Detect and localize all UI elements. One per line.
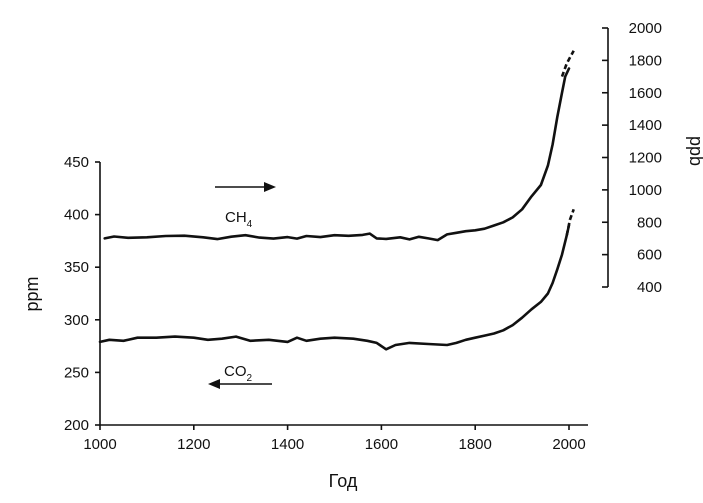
right-y-tick-label: 1000: [629, 182, 662, 199]
ch4-label-subscript: 4: [247, 219, 253, 230]
ch4-series-dashed-extension: [560, 50, 575, 78]
right-y-tick-label: 2000: [629, 20, 662, 37]
co2-label-main: CO: [224, 363, 247, 380]
x-tick-label: 1800: [459, 436, 492, 453]
x-tick-label: 2000: [552, 436, 585, 453]
series-group: [98, 50, 575, 351]
left-y-tick-label: 300: [64, 312, 89, 329]
ch4-label: CH4: [225, 209, 253, 230]
right-y-tick-label: 400: [637, 279, 662, 296]
co2-arrowhead-icon: [208, 379, 220, 389]
left-y-tick-label: 450: [64, 154, 89, 171]
x-tick-label: 1000: [83, 436, 116, 453]
co2-label: CO2: [224, 363, 253, 384]
left-y-tick-label: 200: [64, 417, 89, 434]
right-y-ticks: 400 600 800 1000 1200 1400 1600 1800 2000: [602, 20, 662, 296]
co2-series-line: [98, 223, 571, 351]
ch4-label-main: CH: [225, 209, 247, 226]
x-ticks: 1000 1200 1400 1600 1800 2000: [83, 425, 586, 453]
right-y-tick-label: 1600: [629, 85, 662, 102]
x-tick-label: 1400: [271, 436, 304, 453]
ch4-annotation: CH4: [215, 182, 276, 230]
right-y-tick-label: 800: [637, 214, 662, 231]
x-tick-label: 1200: [177, 436, 210, 453]
axes: [99, 28, 609, 426]
co2-annotation: CO2: [208, 363, 272, 389]
x-tick-label: 1600: [365, 436, 398, 453]
left-y-ticks: 200 250 300 350 400 450: [64, 154, 100, 434]
right-y-tick-label: 1400: [629, 117, 662, 134]
left-y-tick-label: 250: [64, 364, 89, 381]
ch4-series-line: [103, 67, 571, 242]
x-axis-title: Год: [329, 471, 358, 491]
right-y-axis-title: ppb: [686, 136, 703, 166]
right-y-tick-label: 1800: [629, 52, 662, 69]
co2-label-subscript: 2: [247, 373, 253, 384]
left-y-tick-label: 400: [64, 207, 89, 224]
right-y-tick-label: 600: [637, 247, 662, 264]
left-y-tick-label: 350: [64, 259, 89, 276]
co2-series-dashed-extension: [565, 208, 575, 236]
left-y-axis-title: ppm: [22, 276, 42, 311]
ch4-arrowhead-icon: [264, 182, 276, 192]
right-y-tick-label: 1200: [629, 150, 662, 167]
